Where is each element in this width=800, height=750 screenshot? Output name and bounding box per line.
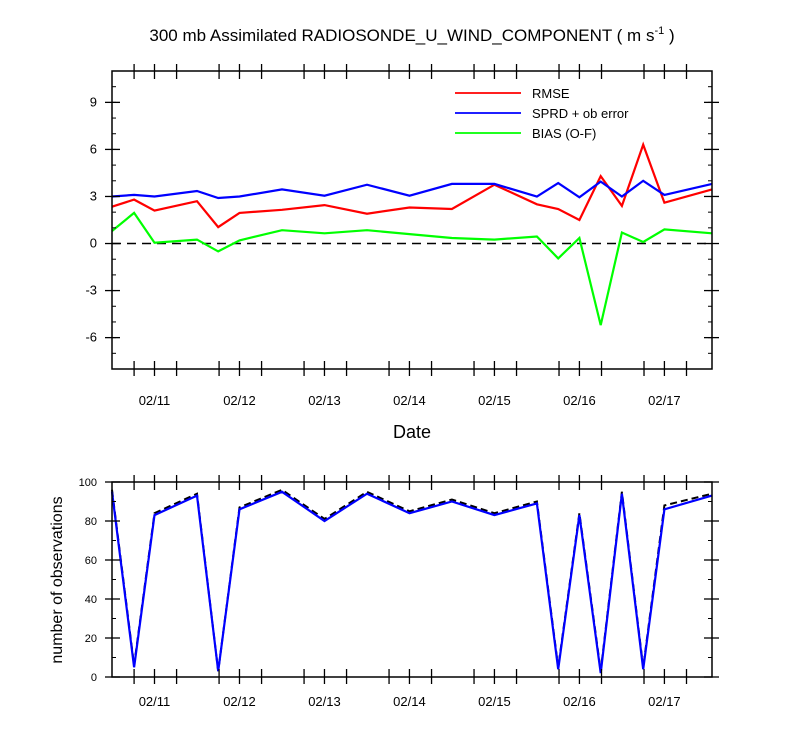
legend-label-rmse: RMSE [532,86,570,101]
chart-title: 300 mb Assimilated RADIOSONDE_U_WIND_COM… [149,25,674,45]
top-x-tick-label: 02/14 [393,393,426,408]
top-x-tick-label: 02/17 [648,393,681,408]
top-axes-layer: 9 6 3 0 -3 -6 02/11 02/12 02/13 02/14 02/15 02/16 02… [85,64,719,408]
chart-title-suffix: ) [664,26,674,45]
top-plot-frame [111,70,713,370]
bottom-x-tick-label: 02/11 [139,694,171,709]
chart-title-main: 300 mb Assimilated RADIOSONDE_U_WIND_COM… [149,26,654,45]
top-panel: 9 6 3 0 -3 -6 02/11 02/12 02/13 02/14 02/15 02/16 02… [85,64,719,442]
legend-label-bias-o-f: BIAS (O-F) [532,126,596,141]
top-x-tick-label: 02/16 [563,393,596,408]
bottom-series-line-observations-assimilated [110,490,713,674]
top-series-line-sprd-ob-error [111,179,713,200]
x-axis-title: Date [393,422,431,442]
top-y-tick-label: -3 [85,283,97,298]
top-y-tick-label: 0 [90,236,97,251]
top-x-tick-label: 02/13 [308,393,341,408]
bottom-x-tick-label: 02/17 [648,694,681,709]
top-series-line-bias-o-f [111,211,713,326]
top-y-tick-label: -6 [85,330,97,345]
bottom-y-tick-label: 60 [85,555,97,567]
top-y-tick-label: 9 [90,94,97,109]
bottom-y-tick-label: 20 [85,633,97,645]
top-y-tick-label: 6 [90,141,97,156]
top-y-tick-label: 3 [90,188,97,203]
bottom-x-tick-label: 02/13 [308,694,341,709]
bottom-series-layer [110,488,713,674]
bottom-x-tick-label: 02/16 [563,694,596,709]
bottom-axes-layer: 100 80 60 40 20 0 02/11 02/12 02/13 02/14 02/15 02/… [79,475,719,709]
top-x-tick-label: 02/15 [478,393,511,408]
bottom-x-tick-label: 02/15 [478,694,511,709]
bottom-y-tick-label: 100 [79,477,97,489]
y-axis-title-observations: number of observations [49,496,66,663]
top-series-layer [111,141,713,326]
bottom-y-tick-label: 80 [85,516,97,528]
legend: RMSE SPRD + ob error BIAS (O-F) [455,86,629,141]
bottom-y-tick-label: 0 [91,672,97,684]
top-series-line-rmse [111,141,713,229]
chart-title-units-sup: -1 [654,25,664,37]
bottom-series-line-observations-total [111,488,713,672]
bottom-panel: 100 80 60 40 20 0 02/11 02/12 02/13 02/14 02/15 02/… [49,475,719,709]
bottom-x-tick-label: 02/14 [393,694,426,709]
legend-label-sprd-ob-error: SPRD + ob error [532,106,629,121]
bottom-x-tick-label: 02/12 [223,694,256,709]
top-x-tick-label: 02/11 [139,393,171,408]
top-x-tick-label: 02/12 [223,393,256,408]
bottom-y-tick-label: 40 [85,594,97,606]
